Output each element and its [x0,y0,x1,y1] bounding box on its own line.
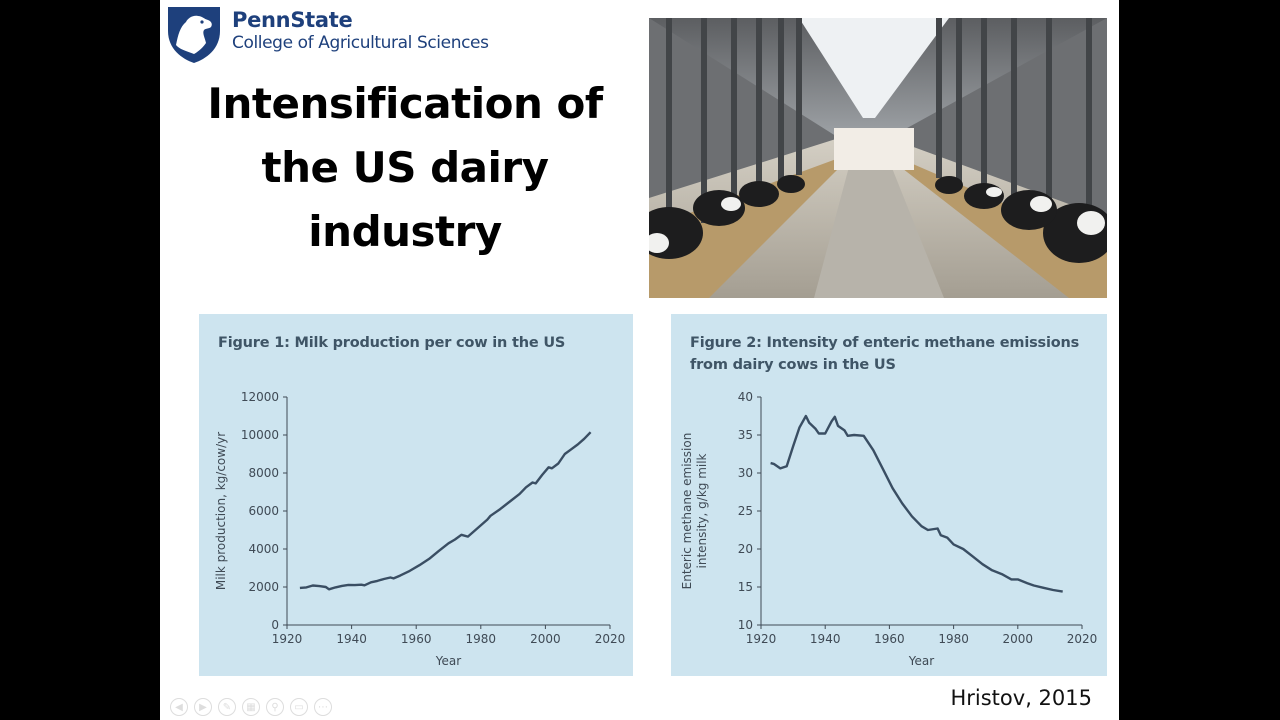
x-tick-label: 1940 [810,632,841,646]
y-tick-label: 40 [738,390,753,404]
y-tick-label: 35 [738,428,753,442]
citation: Hristov, 2015 [950,686,1092,710]
y-tick-label: 6000 [248,504,279,518]
slides-icon[interactable]: ▦ [242,698,260,716]
figure-2-chart: 10 15 20 25 30 35 40 1920 1940 1960 1980 2000 2020 Ye… [680,390,1098,668]
x-tick-label: 2020 [595,632,626,646]
title-line: Intensification of [207,79,603,128]
x-tick-label: 2000 [1003,632,1034,646]
x-tick-label: 1960 [874,632,905,646]
figure-1-title: Figure 1: Milk production per cow in the… [218,335,566,351]
y-tick-label: 15 [738,580,753,594]
y-axis-label: Milk production, kg/cow/yr [214,432,228,590]
brand-college: College of Agricultural Sciences [232,33,489,53]
y-tick-label: 0 [271,618,279,632]
screen-icon[interactable]: ▭ [290,698,308,716]
next-icon[interactable]: ▶ [194,698,212,716]
y-tick-label: 10 [738,618,753,632]
brand: PennState College of Agricultural Scienc… [232,8,489,54]
title-line: the US dairy [261,143,549,192]
brand-name: PennState [232,8,353,32]
x-tick-label: 1960 [401,632,432,646]
y-tick-label: 10000 [241,428,279,442]
dairy-barn-photo [649,18,1107,298]
figure-1-chart: 0 2000 4000 6000 8000 10000 12000 1920 1940 1960 1… [214,390,626,668]
x-axis-label: Year [908,654,934,668]
y-tick-label: 20 [738,542,753,556]
more-icon[interactable]: ⋯ [314,698,332,716]
x-tick-label: 1980 [466,632,497,646]
y-tick-label: 8000 [248,466,279,480]
zoom-icon[interactable]: ⚲ [266,698,284,716]
y-tick-label: 2000 [248,580,279,594]
y-tick-label: 30 [738,466,753,480]
slide-title: Intensification of the US dairy industry [200,72,610,264]
y-tick-label: 4000 [248,542,279,556]
slideshow-nav: ◀ ▶ ✎ ▦ ⚲ ▭ ⋯ [170,698,332,716]
data-series-line [770,414,1063,593]
y-axis-label: Enteric methane emissionintensity, g/kg … [680,433,709,590]
x-tick-label: 1980 [938,632,969,646]
figure-2-methane-intensity: Figure 2: Intensity of enteric methane e… [671,314,1107,676]
slide: PennState College of Agricultural Scienc… [160,0,1119,720]
x-tick-label: 1920 [746,632,777,646]
prev-icon[interactable]: ◀ [170,698,188,716]
penn-state-shield-icon [168,7,220,63]
y-tick-label: 12000 [241,390,279,404]
figure-1-milk-production: Figure 1: Milk production per cow in the… [199,314,633,676]
x-tick-label: 1920 [272,632,303,646]
x-tick-label: 2000 [530,632,561,646]
title-line: industry [308,207,502,256]
figure-2-title: Figure 2: Intensity of enteric methane e… [690,335,1080,373]
data-series-line [299,431,592,591]
x-tick-label: 1940 [336,632,367,646]
x-axis-label: Year [435,654,461,668]
pen-icon[interactable]: ✎ [218,698,236,716]
x-tick-label: 2020 [1067,632,1098,646]
y-tick-label: 25 [738,504,753,518]
